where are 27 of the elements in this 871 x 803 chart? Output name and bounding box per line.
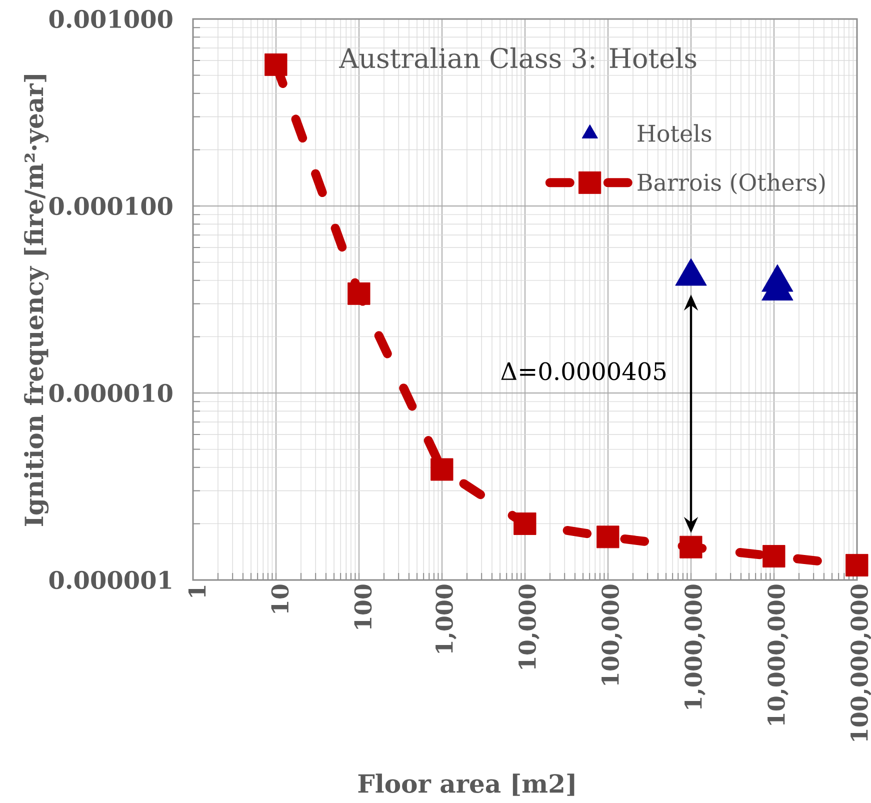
point	[514, 512, 536, 535]
x-tick-label: 100,000	[602, 584, 622, 685]
x-tick-label: 10,000	[518, 584, 540, 669]
point	[762, 544, 786, 568]
x-tick-label: 10	[271, 584, 289, 613]
y-tick-label: 0.001000	[49, 10, 172, 28]
legend-label: Barrois (Others)	[638, 173, 825, 194]
x-tick-label: 100,000,000	[850, 584, 871, 741]
x-tick-label: 1,000,000	[684, 584, 706, 709]
x-axis-title: Floor area [m2]	[358, 774, 574, 796]
y-axis-title: Ignition frequency [fire/m²·year]	[24, 74, 49, 526]
point	[596, 526, 620, 548]
point	[348, 282, 370, 305]
legend-label: Hotels	[638, 124, 712, 142]
point	[680, 536, 702, 558]
text: Australian Class 3: Hotels	[338, 47, 696, 68]
y-tick-label: 0.000001	[49, 570, 172, 590]
annotation: Δ=0.0000405	[501, 362, 666, 380]
point	[846, 554, 868, 576]
y-tick-label: 0.000100	[49, 196, 172, 216]
x-tick-label: 1,000	[436, 584, 456, 653]
x-tick-label: 1	[188, 586, 206, 597]
point	[264, 53, 288, 76]
point	[430, 458, 454, 481]
y-tick-label: 0.000010	[49, 384, 172, 402]
x-tick-label: 10,000,000	[768, 584, 788, 725]
x-tick-label: 100	[354, 584, 372, 629]
